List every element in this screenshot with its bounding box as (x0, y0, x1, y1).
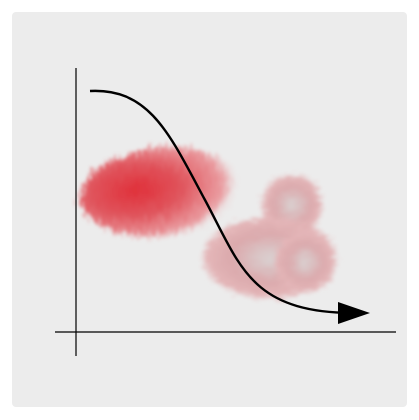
trend-curve (89, 89, 362, 318)
pink-blob (204, 175, 336, 298)
arrow-head (338, 302, 370, 324)
red-blob (80, 147, 240, 237)
